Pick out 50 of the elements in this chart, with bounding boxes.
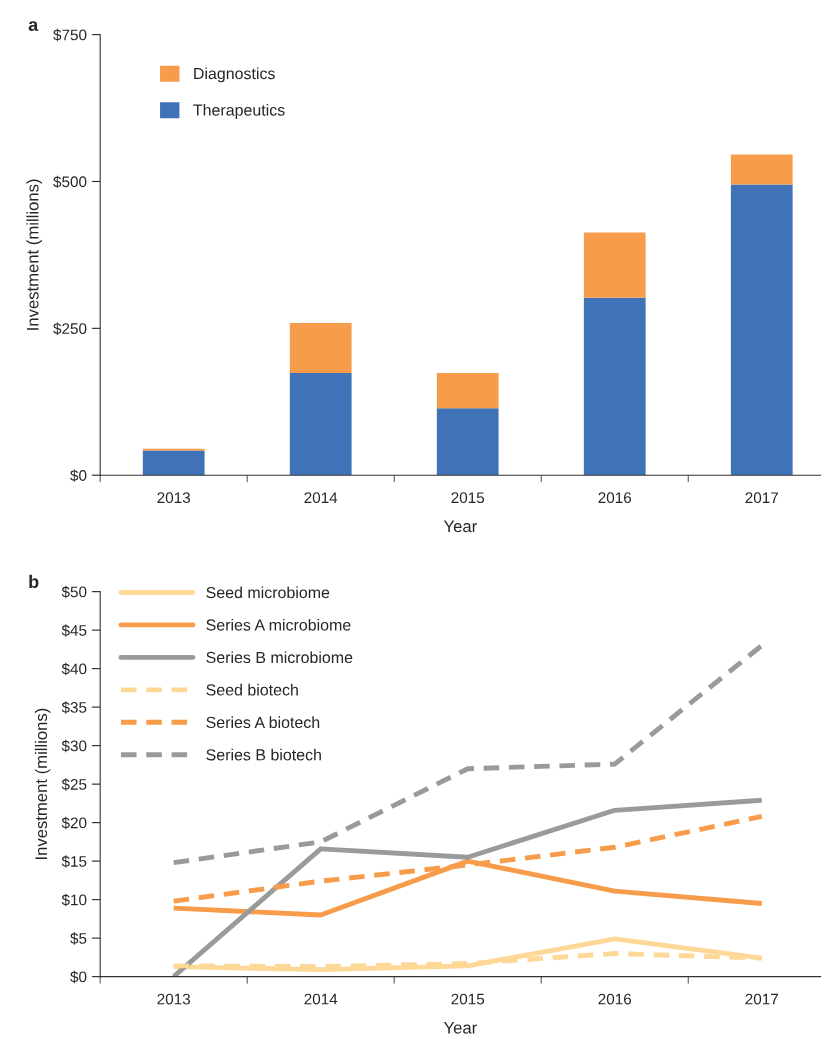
bar [583,297,646,476]
y-tick-label: $15 [61,855,87,868]
legend-label: Seed biotech [206,683,298,696]
y-tick-label: $250 [53,322,87,335]
y-axis-title: Investment (millions) [26,179,42,330]
y-tick-label: $50 [61,585,87,599]
bar [142,450,205,476]
bar [289,323,352,373]
y-tick-label: $10 [61,893,87,907]
bar [730,154,793,185]
x-tick-label: 2017 [745,492,778,504]
legend-label: Therapeutics [193,104,285,119]
y-tick-label: $30 [61,739,87,753]
y-tick-label: $0 [70,970,87,984]
bar [730,184,793,476]
y-tick-label: $35 [61,701,87,714]
x-axis-title: Year [443,1022,477,1034]
y-tick-label: $25 [61,778,87,791]
bar [436,408,499,476]
legend-label: Diagnostics [194,67,275,83]
y-tick-label: $45 [61,624,87,637]
y-tick-label: $40 [61,662,87,676]
legend-label: Series B biotech [206,748,321,761]
legend-label: Series A microbiome [206,618,351,631]
x-tick-label: 2015 [451,492,485,504]
legend-label: Series A biotech [206,716,320,729]
x-tick-label: 2014 [304,492,338,504]
y-tick-label: $5 [70,932,87,945]
x-tick-label: 2013 [157,492,191,504]
line-series [171,643,765,866]
bar [583,232,646,298]
text: a [28,21,39,32]
y-axis-title: Investment (millions) [34,708,51,859]
x-tick-label: 2017 [745,993,778,1005]
x-axis-title: Year [443,520,477,533]
y-tick-label: $500 [53,175,87,189]
x-tick-label: 2013 [157,993,191,1005]
line-series [171,797,765,977]
y-tick-label: $750 [53,28,87,42]
x-tick-label: 2014 [304,993,338,1005]
y-tick-label: $20 [61,816,87,830]
legend-label: Series B microbiome [206,651,353,664]
text: b [29,574,39,589]
x-tick-label: 2016 [598,993,632,1005]
x-tick-label: 2015 [451,993,485,1005]
legend-label: Seed microbiome [206,586,330,599]
bar [289,372,352,476]
y-tick-label: $0 [70,469,87,482]
x-tick-label: 2016 [598,492,632,504]
bar [436,372,499,409]
